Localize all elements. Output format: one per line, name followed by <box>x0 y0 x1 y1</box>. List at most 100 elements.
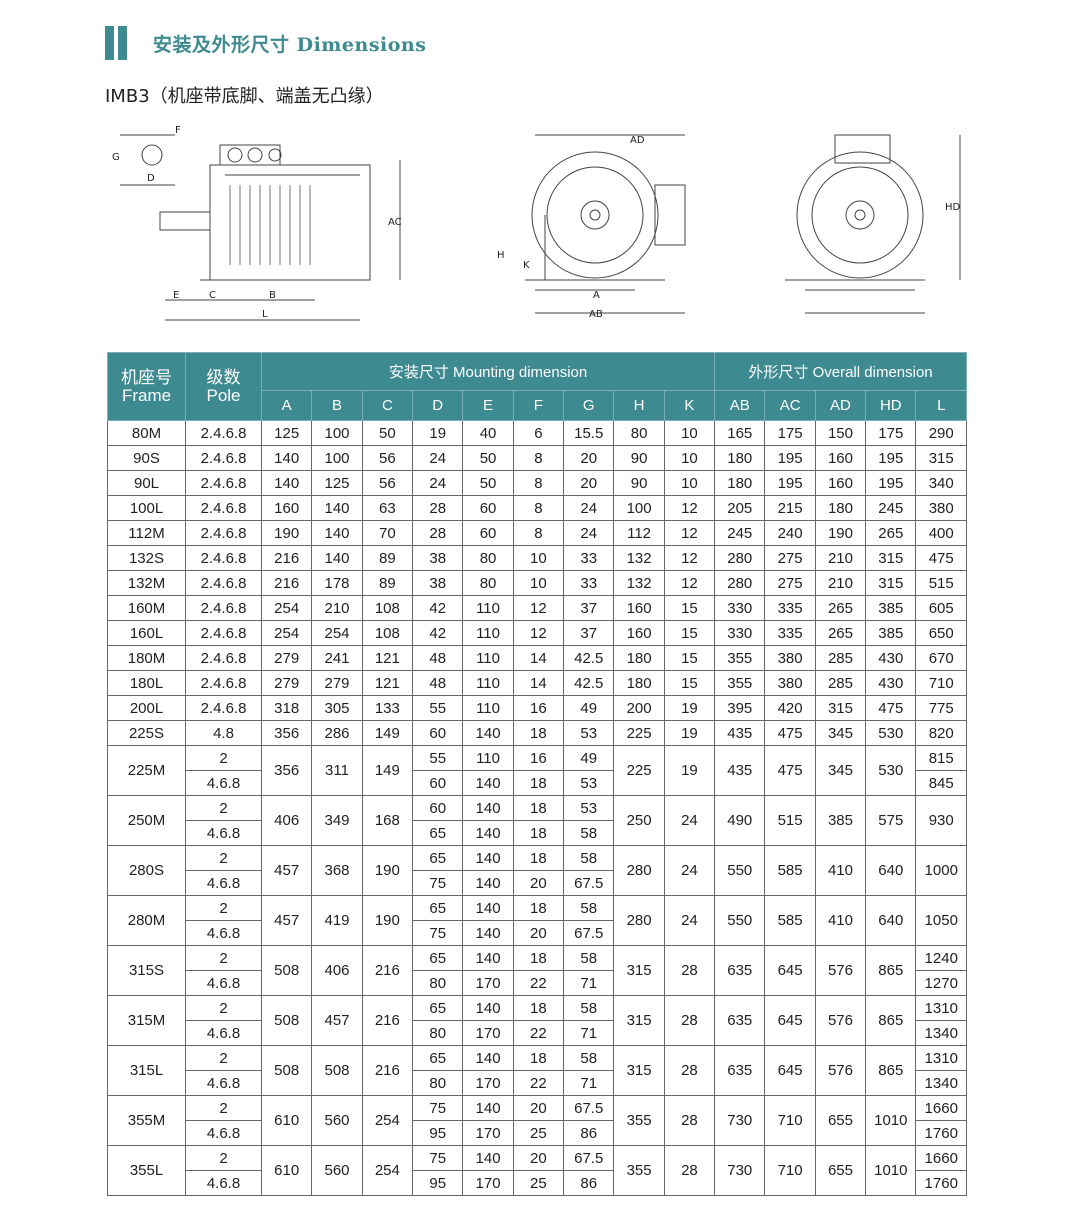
cell-ab: 355 <box>714 645 766 671</box>
col-header-D: D <box>412 390 464 421</box>
cell-a: 508 <box>260 945 313 996</box>
table-row: 90L 2.4.6.8 140 125 56 24 50 8 20 90 10 180 195 160 19… <box>107 470 967 496</box>
cell-d: 28 <box>412 520 464 546</box>
cell-ad: 180 <box>814 495 867 521</box>
cell-hd: 1010 <box>865 1095 917 1146</box>
cell-pole: 2.4.6.8 <box>185 495 262 521</box>
cell-ab: 180 <box>714 445 766 471</box>
cell-b: 305 <box>311 695 363 721</box>
cell-d: 60 <box>412 795 464 821</box>
cell-l: 710 <box>915 670 967 696</box>
cell-b: 100 <box>311 420 363 446</box>
cell-pole: 2.4.6.8 <box>185 595 262 621</box>
cell-d: 80 <box>412 970 464 996</box>
cell-hd: 315 <box>865 570 917 596</box>
cell-pole: 2 <box>185 945 262 971</box>
cell-e: 140 <box>462 895 514 921</box>
cell-l: 1270 <box>915 970 967 996</box>
cell-frame: 90L <box>107 470 186 496</box>
table-row: 4.6.8 95 170 25 86 1760 <box>108 1170 967 1196</box>
table-row: 160L 2.4.6.8 254 254 108 42 110 12 37 160 15 330 335… <box>107 620 967 646</box>
cell-hd: 385 <box>865 595 917 621</box>
table-row: 315L 2 508 508 216 65 140 18 58 315 28 635 645 576 865… <box>107 1045 967 1096</box>
cell-h: 180 <box>613 670 665 696</box>
cell-ad: 285 <box>814 645 867 671</box>
table-row: 355L 2 610 560 254 75 140 20 67.5 355 28 730 710 655 1… <box>107 1145 967 1196</box>
cell-a: 216 <box>260 570 313 596</box>
cell-ab: 330 <box>714 595 766 621</box>
cell-l: 1760 <box>915 1170 967 1196</box>
cell-k: 12 <box>663 520 716 546</box>
cell-a: 318 <box>260 695 313 721</box>
label-AD: AD <box>630 135 645 146</box>
cell-b: 210 <box>311 595 363 621</box>
cell-ad: 576 <box>814 995 867 1046</box>
cell-f: 25 <box>512 1170 565 1196</box>
cell-ad: 150 <box>814 420 867 446</box>
cell-g: 49 <box>563 695 615 721</box>
cell-c: 63 <box>361 495 414 521</box>
cell-pole: 4.6.8 <box>185 1120 262 1146</box>
cell-h: 315 <box>613 995 665 1046</box>
cell-ad: 410 <box>814 845 867 896</box>
cell-e: 140 <box>462 820 514 846</box>
cell-h: 90 <box>613 445 665 471</box>
cell-a: 140 <box>260 445 313 471</box>
cell-f: 18 <box>512 845 565 871</box>
cell-frame: 160L <box>107 620 186 646</box>
cell-d: 65 <box>412 995 464 1021</box>
cell-l: 400 <box>915 520 967 546</box>
cell-ad: 210 <box>814 570 867 596</box>
cell-g: 71 <box>563 970 615 996</box>
cell-h: 225 <box>613 720 665 746</box>
cell-g: 58 <box>563 945 615 971</box>
cell-hd: 640 <box>865 845 917 896</box>
cell-ac: 645 <box>764 1045 816 1096</box>
cell-e: 40 <box>462 420 514 446</box>
cell-pole: 4.6.8 <box>185 870 262 896</box>
cell-c: 108 <box>361 620 414 646</box>
cell-l: 1310 <box>915 995 967 1021</box>
cell-d: 60 <box>412 770 464 796</box>
cell-e: 110 <box>462 695 514 721</box>
cell-e: 80 <box>462 570 514 596</box>
cell-c: 50 <box>361 420 414 446</box>
cell-e: 170 <box>462 970 514 996</box>
cell-e: 110 <box>462 620 514 646</box>
cell-d: 55 <box>412 745 464 771</box>
cell-ab: 550 <box>714 845 766 896</box>
accent-bar <box>105 26 114 60</box>
cell-frame: 225S <box>107 720 186 746</box>
cell-b: 406 <box>311 945 363 996</box>
cell-k: 10 <box>663 445 716 471</box>
cell-ab: 635 <box>714 1045 766 1096</box>
cell-ac: 195 <box>764 470 816 496</box>
cell-h: 315 <box>613 1045 665 1096</box>
cell-pole: 2.4.6.8 <box>185 420 262 446</box>
cell-ac: 420 <box>764 695 816 721</box>
cell-f: 20 <box>512 1095 565 1121</box>
cell-pole: 2.4.6.8 <box>185 520 262 546</box>
cell-e: 110 <box>462 595 514 621</box>
table-row: 280M 2 457 419 190 65 140 18 58 280 24 550 585 410 640… <box>107 895 967 946</box>
cell-pole: 2 <box>185 845 262 871</box>
cell-pole: 2 <box>185 795 262 821</box>
cell-d: 65 <box>412 1045 464 1071</box>
table-row: 280S 2 457 368 190 65 140 18 58 280 24 550 585 410 640… <box>107 845 967 896</box>
cell-l: 650 <box>915 620 967 646</box>
cell-ac: 645 <box>764 995 816 1046</box>
cell-d: 65 <box>412 945 464 971</box>
cell-k: 19 <box>663 745 716 796</box>
cell-e: 170 <box>462 1070 514 1096</box>
label-G: G <box>112 152 120 163</box>
cell-e: 60 <box>462 495 514 521</box>
cell-b: 457 <box>311 995 363 1046</box>
cell-e: 80 <box>462 545 514 571</box>
cell-d: 28 <box>412 495 464 521</box>
cell-frame: 355M <box>107 1095 186 1146</box>
cell-a: 610 <box>260 1145 313 1196</box>
cell-e: 140 <box>462 1145 514 1171</box>
cell-l: 1310 <box>915 1045 967 1071</box>
cell-hd: 195 <box>865 445 917 471</box>
cell-f: 20 <box>512 870 565 896</box>
